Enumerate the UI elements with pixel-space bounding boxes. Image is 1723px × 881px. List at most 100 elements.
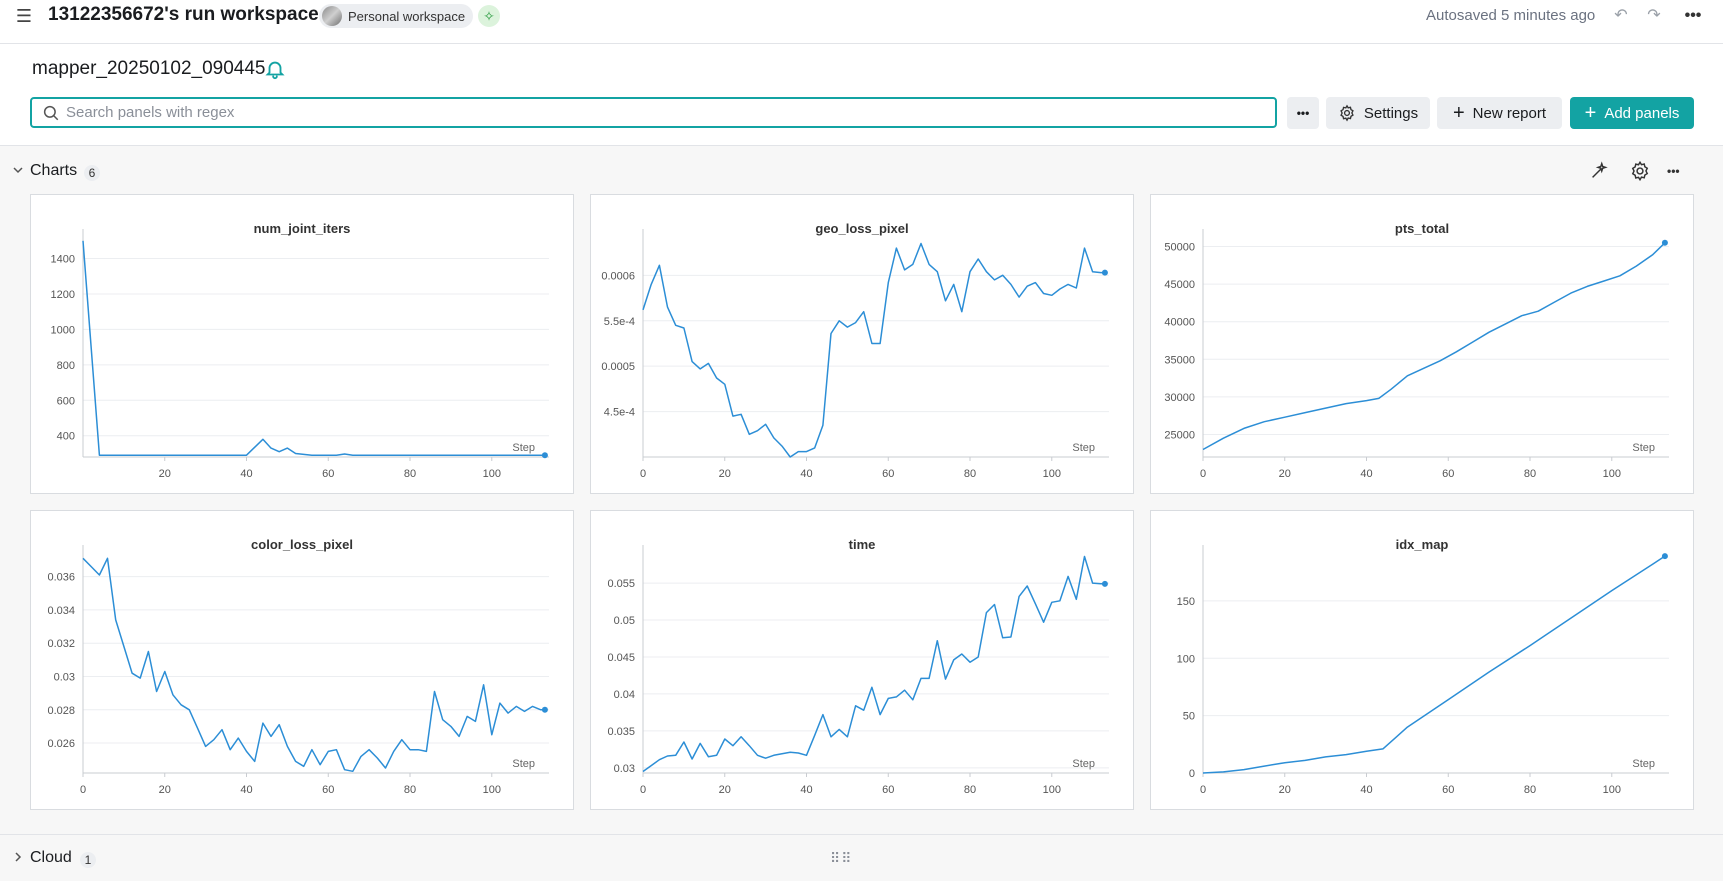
charts-section-header[interactable]: Charts 6 ••• xyxy=(0,146,1723,194)
y-tick-label: 1400 xyxy=(51,253,75,265)
x-axis-label: Step xyxy=(1072,758,1095,770)
y-tick-label: 25000 xyxy=(1164,429,1195,441)
avatar xyxy=(322,6,342,26)
data-point xyxy=(1101,269,1108,276)
x-tick-label: 20 xyxy=(719,784,731,796)
x-axis-label: Step xyxy=(1632,758,1655,770)
series-line xyxy=(642,555,1105,773)
undo-icon[interactable]: ↶ xyxy=(1614,7,1628,24)
chart-panel[interactable]: idx_map 0 50 100 150 0 20 40 60 80 100 Step xyxy=(1150,510,1694,810)
new-report-button[interactable]: + New report xyxy=(1437,97,1562,129)
y-tick-label: 4.5e-4 xyxy=(604,407,635,419)
settings-button[interactable]: Settings xyxy=(1326,97,1430,129)
y-tick-label: 100 xyxy=(1177,653,1195,665)
y-tick-label: 150 xyxy=(1177,596,1195,608)
sparkle-icon[interactable]: ✧ xyxy=(478,5,500,27)
x-tick-label: 40 xyxy=(1360,784,1372,796)
chart-title: color_loss_pixel xyxy=(251,537,353,552)
x-tick-label: 80 xyxy=(964,784,976,796)
y-tick-label: 5.5e-4 xyxy=(604,316,635,328)
data-point xyxy=(1661,553,1668,560)
data-point xyxy=(1101,580,1108,587)
more-actions-button[interactable]: ••• xyxy=(1287,97,1319,129)
autosave-status: Autosaved 5 minutes ago xyxy=(1426,7,1596,24)
section-title-charts: Charts xyxy=(30,162,78,179)
x-tick-label: 20 xyxy=(1279,468,1291,480)
x-tick-label: 80 xyxy=(964,468,976,480)
chevron-right-icon[interactable] xyxy=(12,851,24,863)
run-header: mapper_20250102_090445 ••• Settings + Ne… xyxy=(0,44,1723,146)
bell-icon[interactable] xyxy=(264,58,286,80)
chart-title: time xyxy=(848,537,876,552)
plus-icon: + xyxy=(1584,102,1597,124)
chart-panel[interactable]: geo_loss_pixel 4.5e-4 0.0005 5.5e-4 0.0006 0… xyxy=(590,194,1134,494)
x-tick-label: 60 xyxy=(322,784,334,796)
y-tick-label: 0.036 xyxy=(47,572,75,584)
x-tick-label: 100 xyxy=(483,784,501,796)
chevron-down-icon[interactable] xyxy=(12,164,24,176)
workspace-badge[interactable]: Personal workspace xyxy=(319,4,474,28)
section-count: 1 xyxy=(80,852,96,868)
x-tick-label: 60 xyxy=(882,468,894,480)
y-tick-label: 0 xyxy=(1189,768,1195,780)
x-tick-label: 80 xyxy=(404,468,416,480)
section-count: 6 xyxy=(84,165,100,181)
cloud-section-header[interactable]: Cloud 1 xyxy=(0,834,1723,881)
x-tick-label: 0 xyxy=(640,784,646,796)
series-line xyxy=(642,242,1105,458)
x-tick-label: 20 xyxy=(719,468,731,480)
y-tick-label: 50000 xyxy=(1164,242,1195,254)
chart-panel[interactable]: num_joint_iters 400 600 800 1000 1200 1400 20 4… xyxy=(30,194,574,494)
line-chart: 0.03 0.035 0.04 0.045 0.05 0.055 0 20 40 60 80 100 S… xyxy=(607,545,1109,796)
y-tick-label: 50 xyxy=(1183,711,1195,723)
line-chart: 4.5e-4 0.0005 5.5e-4 0.0006 0 20 40 60 80 100 Step xyxy=(601,229,1109,480)
series-line xyxy=(82,557,545,773)
y-tick-label: 35000 xyxy=(1164,354,1195,366)
new-report-label: New report xyxy=(1472,104,1547,122)
chart-panel[interactable]: pts_total 25000 30000 35000 40000 45000 50000… xyxy=(1150,194,1694,494)
x-tick-label: 80 xyxy=(1524,784,1536,796)
gear-icon xyxy=(1340,104,1354,122)
more-options-icon[interactable]: ••• xyxy=(1667,164,1680,178)
add-panels-button[interactable]: + Add panels xyxy=(1570,97,1694,129)
data-point xyxy=(1661,239,1668,246)
x-tick-label: 20 xyxy=(159,784,171,796)
chart-title: pts_total xyxy=(1394,221,1450,236)
y-tick-label: 1000 xyxy=(51,324,75,336)
chart-title: geo_loss_pixel xyxy=(815,221,909,236)
redo-icon[interactable]: ↷ xyxy=(1647,7,1661,24)
gear-icon[interactable] xyxy=(1629,160,1651,182)
y-tick-label: 45000 xyxy=(1164,279,1195,291)
chart-panel[interactable]: time 0.03 0.035 0.04 0.045 0.05 0.055 0 20 40 60 8… xyxy=(590,510,1134,810)
y-tick-label: 0.028 xyxy=(47,705,75,717)
x-axis-label: Step xyxy=(512,442,535,454)
y-tick-label: 0.0005 xyxy=(601,361,635,373)
hamburger-menu-icon[interactable]: ☰ xyxy=(15,6,33,26)
x-tick-label: 40 xyxy=(800,468,812,480)
series-line xyxy=(1202,242,1666,451)
x-tick-label: 60 xyxy=(1442,468,1454,480)
x-tick-label: 0 xyxy=(640,468,646,480)
ellipsis-icon: ••• xyxy=(1296,106,1310,120)
y-tick-label: 0.034 xyxy=(47,605,75,617)
x-tick-label: 20 xyxy=(1279,784,1291,796)
magic-wand-icon[interactable] xyxy=(1588,160,1610,182)
x-tick-label: 40 xyxy=(240,784,252,796)
x-tick-label: 40 xyxy=(800,784,812,796)
chart-panel[interactable]: color_loss_pixel 0.026 0.028 0.03 0.032 0.03… xyxy=(30,510,574,810)
search-icon xyxy=(43,105,59,120)
drag-handle-icon[interactable]: ⠿⠿ xyxy=(830,850,853,866)
section-title-cloud: Cloud xyxy=(30,849,72,866)
x-tick-label: 100 xyxy=(1043,784,1061,796)
y-tick-label: 800 xyxy=(57,360,75,372)
y-tick-label: 1200 xyxy=(51,289,75,301)
y-tick-label: 40000 xyxy=(1164,317,1195,329)
search-input[interactable] xyxy=(66,104,1246,121)
line-chart: 400 600 800 1000 1200 1400 20 40 60 80 100 Step xyxy=(51,229,549,480)
run-name: mapper_20250102_090445 xyxy=(32,58,266,79)
series-line xyxy=(1202,555,1666,774)
chart-title: num_joint_iters xyxy=(253,221,351,236)
x-tick-label: 20 xyxy=(159,468,171,480)
more-options-icon[interactable]: ••• xyxy=(1684,7,1702,24)
data-point xyxy=(541,706,548,713)
